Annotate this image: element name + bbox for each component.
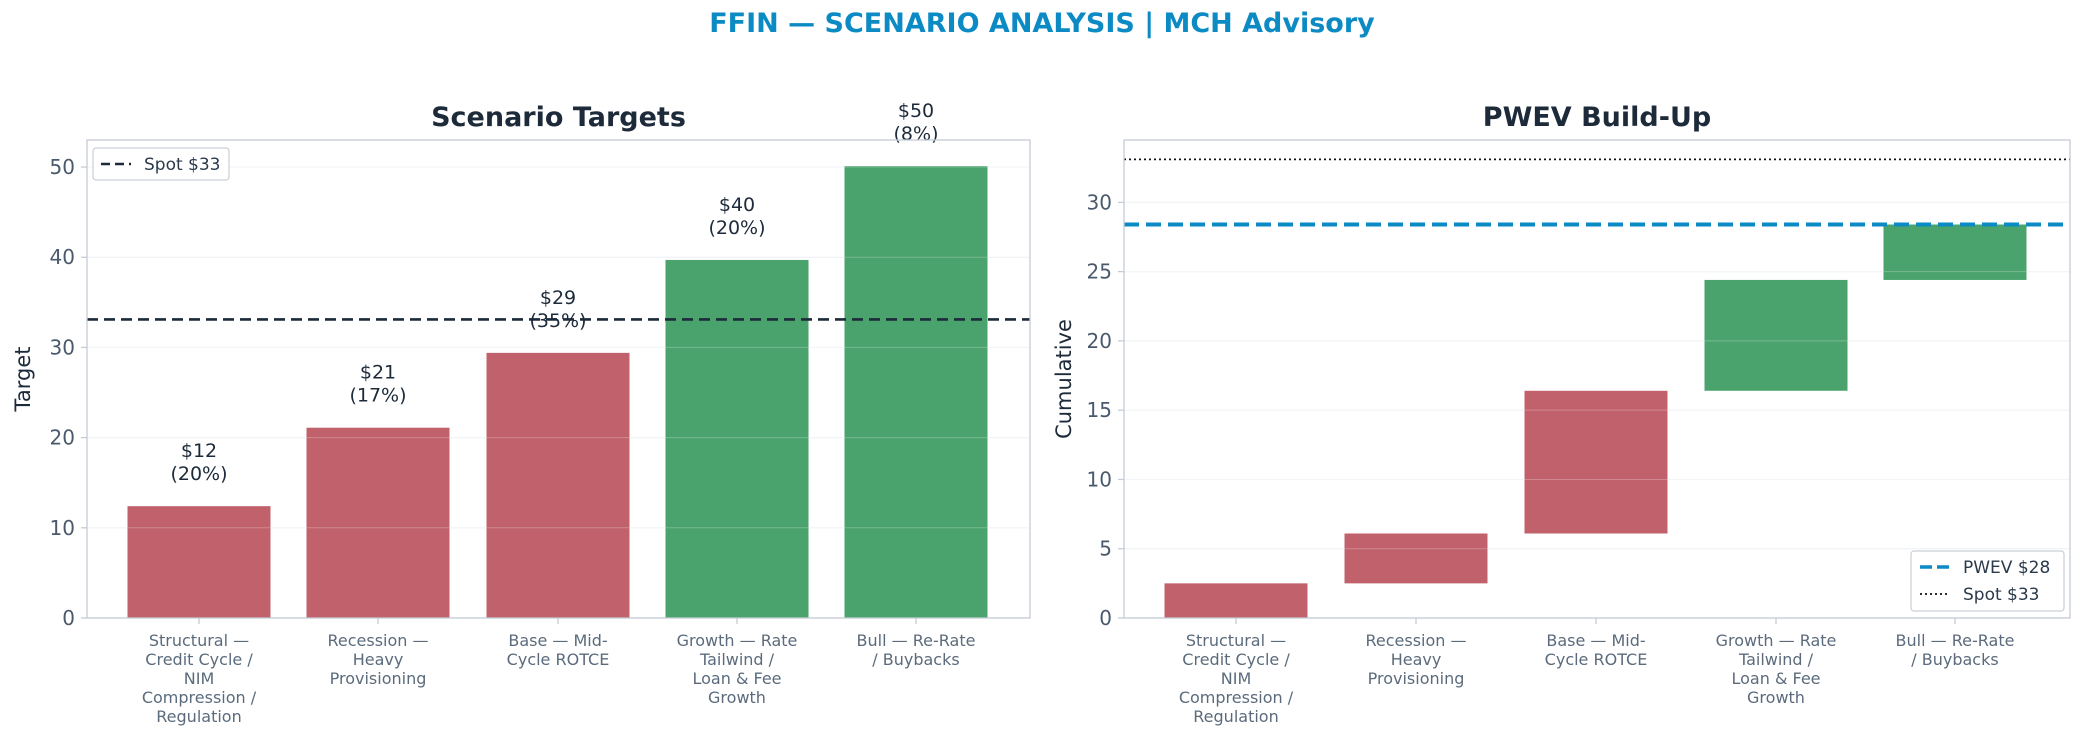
bar bbox=[127, 506, 271, 618]
x-tick-label: Structural — bbox=[1186, 631, 1286, 650]
y-tick-label: 30 bbox=[50, 335, 75, 359]
x-tick-label: Growth bbox=[1747, 688, 1805, 707]
x-tick-label: Tailwind / bbox=[1738, 650, 1814, 669]
y-tick-label: 10 bbox=[1087, 467, 1112, 491]
y-tick-label: 10 bbox=[50, 516, 75, 540]
y-tick-label: 30 bbox=[1087, 190, 1112, 214]
bar bbox=[306, 427, 450, 618]
x-tick-label: Bull — Re-Rate bbox=[1896, 631, 2015, 650]
x-tick-label: Credit Cycle / bbox=[145, 650, 253, 669]
x-tick-label: Cycle ROTCE bbox=[1545, 650, 1648, 669]
data-label-value: $29 bbox=[540, 287, 576, 309]
x-tick-label: Structural — bbox=[149, 631, 249, 650]
x-tick-label: NIM bbox=[184, 669, 215, 688]
x-tick-label: Regulation bbox=[156, 707, 241, 726]
y-tick-label: 5 bbox=[1099, 537, 1112, 561]
x-tick-label: NIM bbox=[1221, 669, 1252, 688]
y-tick-label: 0 bbox=[1099, 606, 1112, 630]
x-tick-label: Heavy bbox=[353, 650, 404, 669]
data-label-value: $12 bbox=[181, 440, 217, 462]
bar bbox=[665, 259, 809, 618]
waterfall-segment bbox=[1883, 224, 2027, 280]
x-tick-label: Provisioning bbox=[1368, 669, 1465, 688]
data-label-probability: (20%) bbox=[170, 463, 227, 485]
legend: Spot $33 bbox=[92, 147, 230, 181]
x-tick-label: Tailwind / bbox=[699, 650, 775, 669]
legend-label-pwev: PWEV $28 bbox=[1963, 558, 2050, 578]
data-label-value: $50 bbox=[898, 100, 934, 122]
x-tick-label: Growth — Rate bbox=[677, 631, 798, 650]
x-tick-label: Cycle ROTCE bbox=[507, 650, 610, 669]
x-tick-label: Compression / bbox=[142, 688, 257, 707]
legend-label-spot: Spot $33 bbox=[144, 155, 221, 175]
y-tick-label: 20 bbox=[50, 426, 75, 450]
y-tick-label: 20 bbox=[1087, 329, 1112, 353]
legend-label-spot: Spot $33 bbox=[1963, 585, 2040, 605]
legend-box bbox=[92, 147, 230, 181]
figure-title: FFIN — SCENARIO ANALYSIS | MCH Advisory bbox=[709, 8, 1375, 39]
waterfall-segment bbox=[1704, 279, 1848, 391]
x-tick-label: Growth — Rate bbox=[1716, 631, 1837, 650]
data-label-probability: (20%) bbox=[708, 217, 765, 239]
legend-box bbox=[1910, 550, 2065, 612]
y-axis-label: Target bbox=[11, 347, 35, 413]
x-tick-label: Recession — bbox=[1365, 631, 1466, 650]
x-tick-label: Credit Cycle / bbox=[1182, 650, 1290, 669]
data-label-probability: (17%) bbox=[349, 385, 406, 407]
y-tick-label: 50 bbox=[50, 155, 75, 179]
x-tick-label: Heavy bbox=[1391, 650, 1442, 669]
x-tick-label: Compression / bbox=[1179, 688, 1294, 707]
x-tick-label: Bull — Re-Rate bbox=[857, 631, 976, 650]
axes-title: Scenario Targets bbox=[431, 102, 686, 133]
x-tick-label: / Buybacks bbox=[1911, 650, 1998, 669]
axes-title: PWEV Build-Up bbox=[1483, 102, 1711, 133]
waterfall-segment bbox=[1524, 390, 1668, 534]
y-tick-label: 0 bbox=[62, 606, 75, 630]
x-tick-label: Base — Mid- bbox=[508, 631, 607, 650]
x-tick-label: / Buybacks bbox=[872, 650, 959, 669]
waterfall-segment bbox=[1344, 533, 1488, 584]
x-tick-label: Loan & Fee bbox=[692, 669, 781, 688]
data-label-probability: (35%) bbox=[529, 310, 586, 332]
data-label-probability: (8%) bbox=[894, 123, 939, 145]
y-tick-label: 25 bbox=[1087, 260, 1112, 284]
panel-2: 0 5 10 15 20 25 30 Structural —Credit Cycle /NI… bbox=[1052, 102, 2071, 726]
bar bbox=[844, 166, 988, 618]
panel-1: $12(20%)$21(17%)$29(35%)$40(20%)$50(8%)0… bbox=[11, 100, 1031, 726]
x-tick-label: Growth bbox=[708, 688, 766, 707]
bar bbox=[486, 352, 630, 618]
x-tick-label: Provisioning bbox=[330, 669, 427, 688]
data-label-value: $40 bbox=[719, 194, 755, 216]
waterfall-segment bbox=[1164, 583, 1308, 618]
legend: PWEV $28 Spot $33 bbox=[1910, 550, 2065, 612]
data-label-value: $21 bbox=[360, 362, 396, 384]
axes-frame bbox=[1123, 139, 2071, 619]
y-tick-label: 40 bbox=[50, 245, 75, 269]
x-tick-label: Base — Mid- bbox=[1546, 631, 1645, 650]
x-tick-label: Recession — bbox=[327, 631, 428, 650]
y-axis-label: Cumulative bbox=[1052, 319, 1076, 439]
x-tick-label: Loan & Fee bbox=[1731, 669, 1820, 688]
y-tick-label: 15 bbox=[1087, 398, 1112, 422]
x-tick-label: Regulation bbox=[1193, 707, 1278, 726]
